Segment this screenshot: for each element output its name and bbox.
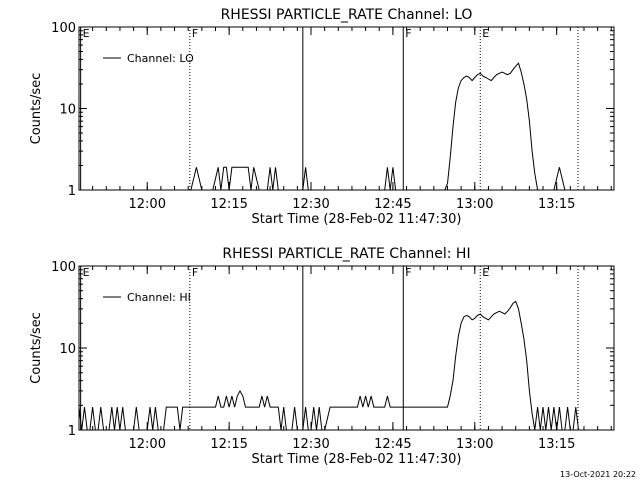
x-tick-label: 12:45 <box>374 197 411 212</box>
y-tick-label: 1 <box>68 424 76 439</box>
legend-label: Channel: LO <box>127 52 194 65</box>
y-tick-label: 10 <box>59 342 76 357</box>
y-axis-label: Counts/sec <box>29 312 44 384</box>
footer-timestamp: 13-Oct-2021 20:22 <box>560 470 636 479</box>
event-marker-label: F <box>405 266 411 279</box>
y-tick-label: 100 <box>51 260 76 275</box>
x-tick-label: 12:30 <box>292 197 329 212</box>
x-tick-label: 13:15 <box>538 197 575 212</box>
event-marker-label: F <box>192 266 198 279</box>
x-tick-label: 12:30 <box>292 437 329 452</box>
chart-panel-1: RHESSI PARTICLE_RATE Channel: LO 1 10 100 12… <box>29 7 615 227</box>
chart-title: RHESSI PARTICLE_RATE Channel: LO <box>221 7 473 23</box>
y-tick-label: 10 <box>59 103 76 118</box>
legend-label: Channel: HI <box>127 291 191 304</box>
x-tick-label: 12:00 <box>129 437 166 452</box>
chart-title: RHESSI PARTICLE_RATE Channel: HI <box>222 246 470 262</box>
x-tick-label: 12:00 <box>129 197 166 212</box>
series-line <box>79 62 614 191</box>
x-tick-label: 12:15 <box>210 437 247 452</box>
event-marker-label: E <box>482 27 489 40</box>
series-line <box>78 300 614 431</box>
y-tick-label: 1 <box>68 184 76 199</box>
event-marker-label: E <box>482 266 489 279</box>
y-axis-label: Counts/sec <box>29 73 44 145</box>
event-marker-label: E <box>83 266 90 279</box>
x-tick-label: 12:45 <box>374 437 411 452</box>
x-axis-label: Start Time (28-Feb-02 11:47:30) <box>252 452 462 467</box>
event-marker-label: E <box>83 27 90 40</box>
x-tick-label: 13:00 <box>456 437 493 452</box>
chart-panel-2: RHESSI PARTICLE_RATE Channel: HI 1 10 100 12… <box>29 246 615 467</box>
x-axis-label: Start Time (28-Feb-02 11:47:30) <box>252 212 462 227</box>
x-tick-label: 12:15 <box>210 197 247 212</box>
y-tick-label: 100 <box>51 21 76 36</box>
x-tick-label: 13:00 <box>456 197 493 212</box>
x-tick-label: 13:15 <box>538 437 575 452</box>
event-marker-label: F <box>192 27 198 40</box>
event-marker-label: F <box>405 27 411 40</box>
